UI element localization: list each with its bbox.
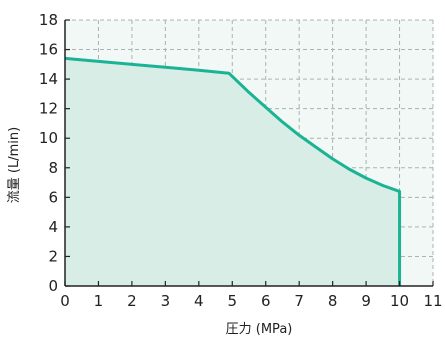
y-tick-label: 12	[39, 100, 58, 118]
y-axis-title: 流量 (L/min)	[7, 127, 22, 203]
y-tick-label: 16	[39, 41, 58, 59]
x-tick-label: 8	[328, 292, 338, 310]
x-tick-label: 5	[227, 292, 237, 310]
series-line	[64, 56, 402, 286]
x-tick-label: 7	[294, 292, 304, 310]
y-tick-label: 10	[39, 129, 58, 147]
y-tick-label: 6	[48, 188, 58, 206]
x-tick-label: 3	[161, 292, 171, 310]
y-tick-label: 4	[48, 218, 58, 236]
x-axis-title: 圧力 (MPa)	[226, 322, 293, 337]
x-tick-label: 2	[127, 292, 137, 310]
series-area-fill	[65, 58, 400, 286]
y-tick-label: 18	[39, 11, 58, 29]
y-tick-label: 2	[48, 247, 58, 265]
x-tick-label: 9	[361, 292, 371, 310]
x-tick-label: 6	[261, 292, 271, 310]
x-tick-label: 11	[423, 292, 442, 310]
y-tick-label: 0	[48, 277, 58, 295]
x-tick-label: 0	[60, 292, 70, 310]
x-tick-label: 10	[390, 292, 409, 310]
x-tick-label: 1	[94, 292, 104, 310]
y-tick-label: 8	[48, 159, 58, 177]
x-tick-label: 4	[194, 292, 204, 310]
y-tick-label: 14	[39, 70, 58, 88]
axes	[64, 20, 433, 287]
